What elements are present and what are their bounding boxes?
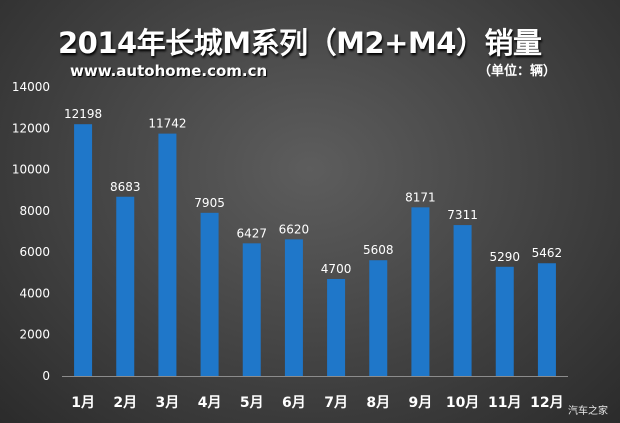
chart-axes: 0 2000 4000 6000 8000 10000 12000 14000 1月 2月 3月 4月… [12, 80, 568, 411]
bar [495, 266, 514, 376]
bar [158, 133, 177, 376]
bar [74, 124, 93, 376]
data-label: 6620 [279, 222, 310, 236]
bar [200, 212, 219, 376]
y-tick-label: 14000 [12, 80, 50, 94]
y-tick-label: 8000 [19, 204, 50, 218]
data-label: 5290 [489, 250, 520, 264]
x-tick-label: 4月 [198, 395, 222, 411]
data-label: 8171 [405, 190, 436, 204]
data-label: 11742 [148, 117, 186, 131]
data-label: 7905 [194, 196, 225, 210]
bar [369, 260, 388, 376]
data-label: 5462 [532, 246, 563, 260]
chart-data-labels: 12198 8683 11742 7905 6427 6620 4700 5608 8171 73… [64, 107, 562, 276]
x-tick-label: 11月 [488, 395, 521, 411]
data-label: 5608 [363, 243, 394, 257]
y-tick-label: 12000 [12, 121, 50, 135]
bar [537, 263, 556, 376]
data-label: 8683 [110, 180, 141, 194]
y-tick-label: 6000 [19, 245, 50, 259]
chart-bars [74, 124, 556, 376]
source-url: www.autohome.com.cn [70, 62, 268, 80]
chart-title: 2014年长城M系列（M2+M4）销量 [58, 26, 542, 60]
bar [242, 243, 261, 376]
bar [327, 278, 346, 376]
y-tick-label: 10000 [12, 163, 50, 177]
x-tick-label: 12月 [530, 395, 563, 411]
x-tick-label: 9月 [409, 395, 433, 411]
y-tick-label: 2000 [19, 328, 50, 342]
data-label: 6427 [236, 226, 267, 240]
x-tick-label: 7月 [324, 395, 348, 411]
bar [411, 207, 430, 376]
bar [116, 196, 135, 376]
x-tick-label: 8月 [366, 395, 390, 411]
x-tick-label: 3月 [156, 395, 180, 411]
unit-label: （单位：辆） [478, 64, 557, 79]
data-label: 7311 [447, 208, 478, 222]
bar [284, 239, 303, 376]
x-tick-label: 10月 [446, 395, 479, 411]
y-tick-label: 4000 [19, 286, 50, 300]
data-label: 12198 [64, 107, 102, 121]
y-tick-label: 0 [42, 369, 50, 383]
x-tick-label: 5月 [240, 395, 264, 411]
x-tick-label: 1月 [71, 395, 95, 411]
x-tick-label: 6月 [282, 395, 306, 411]
data-label: 4700 [321, 262, 352, 276]
bar [453, 225, 472, 376]
watermark: 汽车之家 [568, 406, 608, 417]
x-tick-label: 2月 [113, 395, 137, 411]
